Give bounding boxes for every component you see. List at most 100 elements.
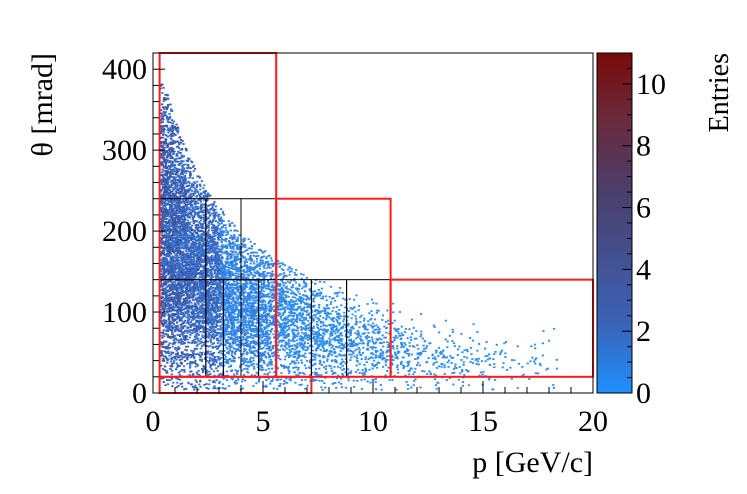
- density-point: [404, 328, 407, 330]
- density-point: [422, 344, 425, 347]
- density-point: [235, 244, 238, 247]
- density-point: [191, 250, 194, 252]
- density-point: [322, 295, 325, 298]
- density-point: [174, 187, 177, 190]
- density-point: [386, 341, 389, 344]
- density-point: [361, 332, 364, 335]
- density-point: [257, 379, 261, 382]
- density-point: [355, 294, 358, 297]
- density-point: [303, 310, 306, 312]
- density-point: [184, 163, 187, 166]
- density-point: [175, 327, 178, 330]
- density-point: [300, 329, 303, 331]
- density-point: [230, 272, 233, 275]
- density-point: [273, 281, 276, 284]
- density-point: [197, 287, 200, 290]
- density-point: [203, 310, 206, 313]
- density-point: [206, 225, 209, 228]
- density-point: [258, 265, 261, 267]
- density-point: [166, 308, 169, 310]
- density-point: [241, 339, 244, 342]
- density-point: [246, 320, 250, 323]
- density-point: [340, 382, 343, 385]
- density-point: [225, 317, 228, 320]
- density-point: [190, 186, 193, 189]
- density-point: [211, 203, 214, 206]
- density-point: [179, 238, 182, 241]
- density-point: [197, 278, 200, 280]
- density-point: [261, 366, 264, 369]
- density-point: [284, 322, 287, 325]
- density-point: [227, 233, 230, 236]
- density-point: [232, 357, 235, 359]
- density-point: [188, 267, 191, 270]
- density-point: [163, 267, 166, 270]
- density-point: [213, 244, 216, 246]
- density-point: [312, 294, 315, 296]
- density-point: [402, 364, 405, 367]
- density-point: [215, 281, 218, 284]
- density-point: [177, 265, 180, 268]
- density-point: [388, 350, 391, 353]
- density-point: [184, 175, 187, 177]
- density-point: [231, 241, 235, 244]
- density-point: [331, 317, 334, 319]
- density-point: [244, 332, 247, 334]
- density-point: [388, 355, 391, 357]
- density-point: [319, 310, 322, 313]
- density-point: [164, 208, 167, 211]
- density-point: [198, 247, 202, 249]
- density-point: [252, 385, 255, 387]
- density-point: [174, 212, 177, 215]
- density-point: [341, 325, 344, 328]
- density-point: [232, 268, 235, 270]
- density-point: [289, 310, 293, 313]
- density-point: [302, 354, 305, 357]
- density-point: [245, 353, 248, 356]
- density-point: [241, 255, 244, 257]
- density-point: [243, 239, 246, 242]
- density-point: [161, 187, 164, 190]
- density-point: [286, 334, 289, 336]
- density-point: [287, 335, 290, 337]
- density-point: [349, 332, 352, 335]
- density-point: [355, 317, 358, 320]
- density-point: [179, 183, 182, 186]
- density-point: [325, 365, 328, 368]
- density-point: [185, 253, 188, 255]
- density-point: [246, 264, 249, 267]
- density-point: [247, 314, 250, 317]
- density-point: [181, 295, 184, 297]
- density-point: [391, 356, 394, 359]
- density-point: [208, 353, 211, 356]
- density-point: [312, 298, 315, 300]
- density-point: [281, 288, 284, 291]
- density-point: [374, 381, 377, 383]
- density-point: [318, 367, 321, 370]
- density-point: [332, 371, 335, 374]
- density-point: [471, 358, 474, 360]
- density-point: [233, 324, 236, 327]
- density-point: [326, 304, 329, 306]
- density-point: [193, 356, 196, 359]
- density-point: [208, 246, 211, 249]
- density-point: [190, 232, 193, 235]
- density-point: [212, 259, 215, 261]
- density-point: [269, 321, 272, 324]
- density-point: [185, 196, 188, 199]
- density-point: [417, 347, 420, 350]
- density-point: [244, 291, 247, 294]
- density-point: [166, 146, 169, 149]
- density-point: [159, 85, 162, 87]
- density-point: [323, 340, 326, 343]
- density-point: [220, 343, 223, 346]
- density-point: [356, 336, 360, 339]
- density-point: [378, 337, 381, 340]
- density-point: [163, 269, 166, 271]
- density-point: [168, 160, 171, 162]
- density-point: [184, 292, 187, 295]
- density-point: [163, 209, 166, 211]
- density-point: [309, 288, 312, 290]
- density-point: [184, 345, 188, 348]
- density-point: [309, 304, 312, 306]
